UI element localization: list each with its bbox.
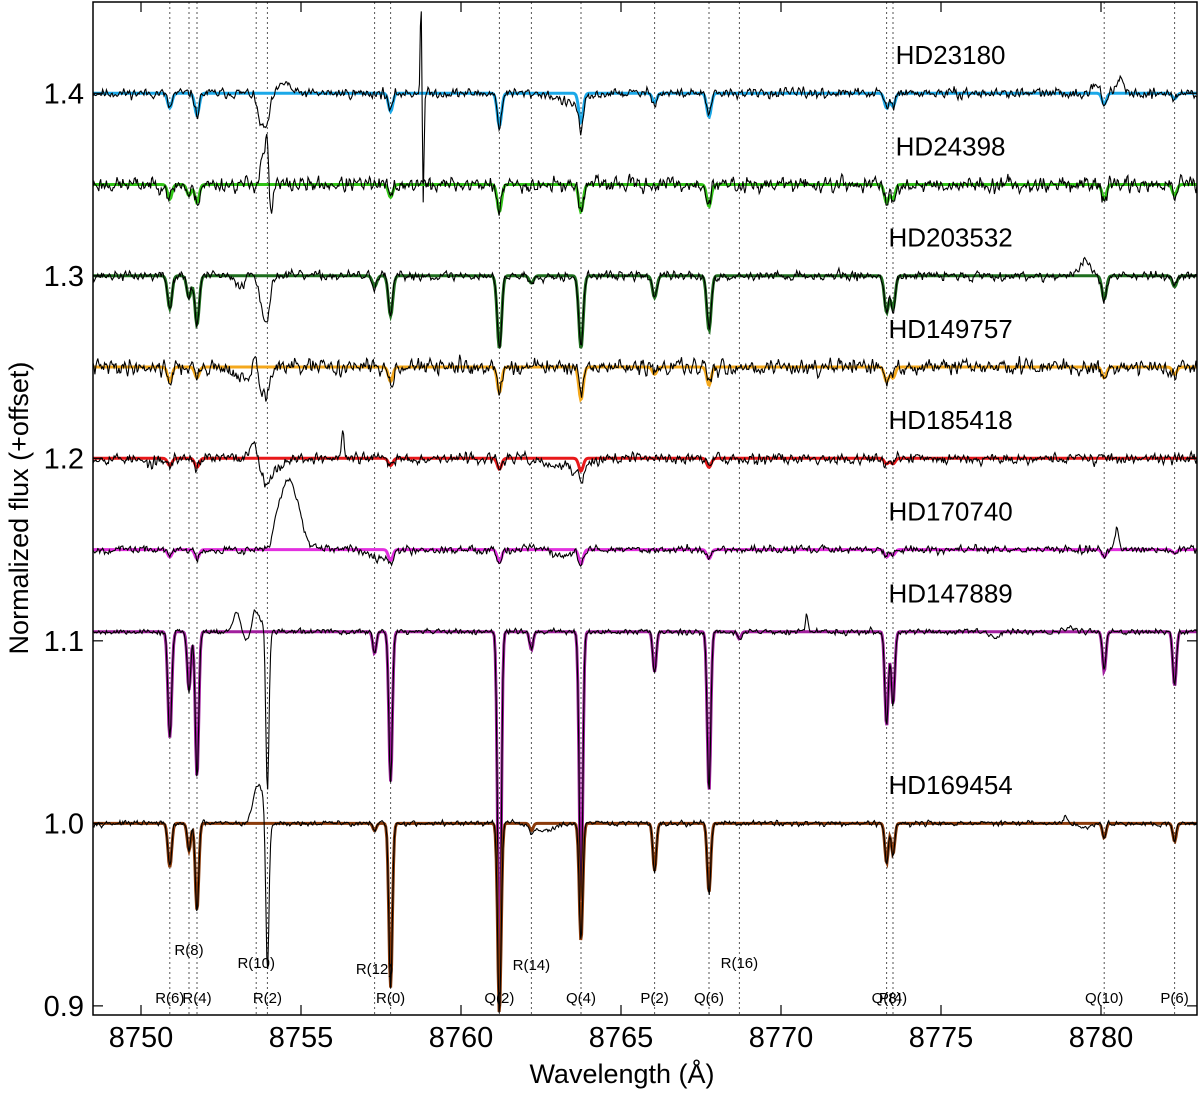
star-label-HD23180: HD23180: [896, 40, 1006, 70]
fit-line-HD185418: [93, 456, 1197, 473]
series-HD169454: [92, 783, 1198, 1013]
transition-label: R(6): [155, 990, 184, 1007]
y-tick-label: 1.3: [44, 261, 84, 293]
observed-line-HD24398: [92, 133, 1198, 216]
observed-line-HD203532: [92, 256, 1198, 348]
star-label-HD24398: HD24398: [896, 131, 1006, 161]
x-tick-label: 8750: [109, 1022, 174, 1054]
y-axis-label: Normalized flux (+offset): [4, 362, 34, 655]
transition-label: Q(10): [1085, 990, 1123, 1007]
x-tick-label: 8760: [429, 1022, 494, 1054]
series-HD23180: [92, 11, 1198, 203]
observed-line-HD147889: [92, 608, 1198, 991]
x-tick-label: 8765: [589, 1022, 654, 1054]
axis-ticks: 8750 8755 8760 8765 8770 8775 8780 0.9 1.0 1.1 1.2…: [44, 2, 1197, 1054]
transition-label: Q(4): [566, 990, 596, 1007]
transition-label: R(14): [513, 957, 551, 974]
y-tick-label: 1.4: [44, 78, 84, 110]
observed-line-HD169454: [92, 783, 1198, 1013]
transition-labels: R(6) R(8) R(4) R(10) R(2) R(12) R(0) Q(2) R(14) Q…: [155, 942, 1189, 1007]
transition-label: Q(6): [694, 990, 724, 1007]
star-labels: HD23180 HD24398 HD203532 HD149757 HD185418 HD…: [888, 40, 1012, 800]
y-tick-label: 0.9: [44, 991, 84, 1023]
observed-line-HD170740: [92, 477, 1197, 568]
star-label-HD149757: HD149757: [888, 314, 1012, 344]
x-tick-label: 8780: [1069, 1022, 1134, 1054]
series-HD203532: [92, 256, 1198, 349]
star-label-HD203532: HD203532: [888, 223, 1012, 253]
series-HD147889: [92, 608, 1198, 991]
transition-label: Q(2): [484, 990, 514, 1007]
star-label-HD169454: HD169454: [888, 770, 1012, 800]
transition-label: R(10): [237, 955, 275, 972]
spectra-series: [92, 11, 1198, 1013]
observed-line-HD23180: [92, 11, 1198, 203]
series-HD170740: [92, 477, 1197, 568]
series-HD149757: [92, 354, 1198, 403]
y-tick-label: 1.1: [44, 626, 84, 658]
transition-label: R(8): [174, 942, 203, 959]
transition-label: P(4): [879, 990, 907, 1007]
x-tick-label: 8755: [269, 1022, 334, 1054]
transition-label: R(2): [253, 990, 282, 1007]
observed-line-HD149757: [92, 354, 1198, 402]
x-axis-label: Wavelength (Å): [529, 1058, 714, 1089]
x-tick-label: 8775: [909, 1022, 974, 1054]
transition-label: R(0): [376, 990, 405, 1007]
star-label-HD185418: HD185418: [888, 405, 1012, 435]
y-tick-label: 1.2: [44, 443, 84, 475]
transition-gridlines: [169, 2, 1176, 1015]
x-tick-label: 8770: [749, 1022, 814, 1054]
transition-label: R(12): [356, 961, 394, 978]
transition-label: R(16): [721, 955, 759, 972]
star-label-HD170740: HD170740: [888, 496, 1012, 526]
series-HD24398: [92, 133, 1198, 216]
transition-label: Q(8): [872, 990, 902, 1007]
transition-label: P(6): [1160, 990, 1188, 1007]
y-tick-label: 1.0: [44, 808, 84, 840]
series-HD185418: [92, 430, 1198, 488]
fit-line-HD147889: [93, 630, 1197, 991]
observed-line-HD185418: [92, 430, 1198, 488]
plot-frame: [92, 1, 1198, 1016]
star-label-HD147889: HD147889: [888, 578, 1012, 608]
transition-label: P(2): [640, 990, 668, 1007]
transition-label: R(4): [182, 990, 211, 1007]
